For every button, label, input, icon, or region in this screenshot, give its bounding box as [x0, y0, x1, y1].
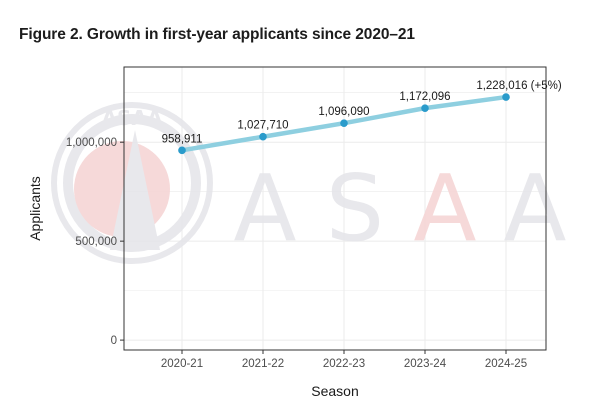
- x-tick-label: 2024-25: [485, 358, 527, 370]
- x-tick-label: 2020-21: [161, 358, 203, 370]
- x-axis-label: Season: [311, 383, 358, 399]
- data-point: [178, 146, 186, 155]
- data-point: [259, 132, 267, 141]
- y-tick-label: 500,000: [75, 236, 117, 248]
- watermark-seal-text: ASAA: [102, 106, 163, 130]
- y-tick-label: 1,000,000: [66, 137, 117, 149]
- data-point: [502, 93, 510, 101]
- watermark-seal-figure: [110, 130, 160, 250]
- y-axis-label: Applicants: [27, 176, 43, 241]
- watermark-seal-ring: [51, 102, 213, 264]
- watermark-letter: A: [414, 155, 483, 262]
- grid: [124, 67, 546, 350]
- data-label: 1,027,710: [237, 120, 288, 132]
- axes: 0 500,000 1,000,000 2020-21 2021-22 2022-23 20…: [66, 137, 527, 370]
- data-label: 1,172,096: [399, 91, 450, 103]
- data-label: 1,096,090: [318, 106, 369, 118]
- plot-panel: [123, 66, 547, 351]
- data-point: [421, 104, 429, 112]
- data-label: 958,911: [162, 133, 203, 145]
- series: [178, 93, 510, 155]
- data-label: 1,228,016 (+5%): [476, 80, 562, 92]
- watermark-letter: A: [234, 155, 303, 262]
- watermark-letter: S: [326, 155, 390, 262]
- x-tick-label: 2022-23: [323, 358, 365, 370]
- data-point: [340, 119, 348, 127]
- y-tick-label: 0: [111, 335, 117, 347]
- watermark-letter: A: [504, 155, 573, 262]
- figure-title: Figure 2. Growth in first-year applicant…: [19, 26, 415, 43]
- x-tick-label: 2023-24: [404, 358, 447, 370]
- x-tick-label: 2021-22: [242, 358, 284, 370]
- data-labels: 958,911 1,027,710 1,096,090 1,172,096 1,228,…: [162, 80, 562, 145]
